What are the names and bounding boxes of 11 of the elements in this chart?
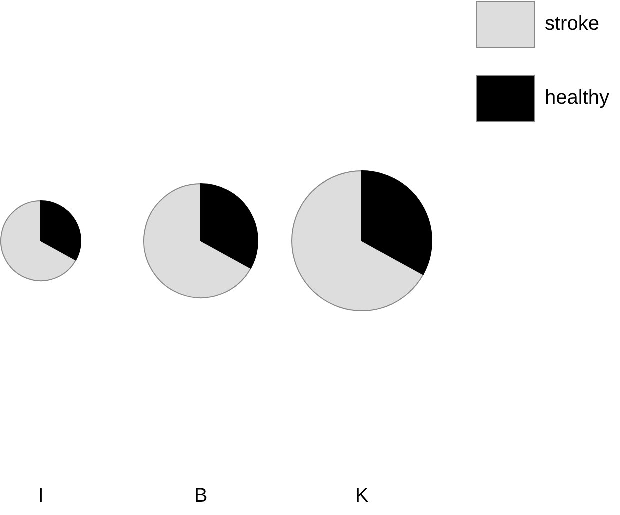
pie-slice	[144, 184, 252, 298]
text: K	[354, 485, 370, 508]
pie-slice	[200, 184, 258, 269]
text: B	[193, 485, 209, 508]
pie-slice	[40, 200, 82, 261]
pie-slice	[362, 170, 432, 276]
text: I	[37, 485, 45, 508]
legend-label: stroke	[545, 12, 600, 36]
legend-label: healthy	[545, 86, 610, 110]
pie-slice	[292, 170, 424, 312]
pie-slice	[0, 200, 77, 282]
